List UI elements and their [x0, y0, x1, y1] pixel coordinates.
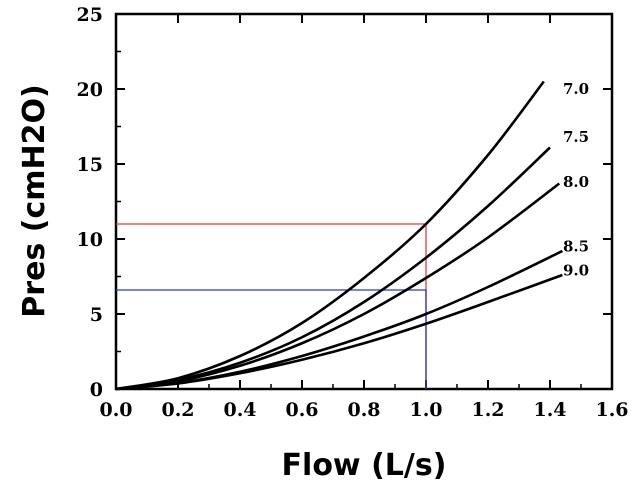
y-tick-label: 5 — [90, 304, 103, 326]
series-label: 8.0 — [563, 173, 589, 191]
reference-line — [116, 289, 427, 389]
series-label: 7.5 — [563, 128, 589, 146]
y-tick-label: 15 — [77, 154, 103, 176]
x-tick-label: 1.2 — [471, 399, 504, 421]
x-tick-label: 1.0 — [409, 399, 442, 421]
series-label: 8.5 — [563, 238, 589, 256]
series-label: 9.0 — [563, 262, 589, 280]
x-tick-label: 0.6 — [285, 399, 318, 421]
tick-labels: 0.0 0.2 0.4 0.6 0.8 1.0 1.2 1.4 1.6 0 5 10 15 20 25 — [77, 4, 629, 421]
axis-ticks — [115, 13, 613, 390]
series-line-8.5 — [115, 249, 563, 391]
y-tick-label: 10 — [77, 229, 103, 251]
series-line-8.0 — [115, 182, 561, 391]
series-line-9.0 — [115, 273, 563, 391]
x-tick-label: 0.2 — [161, 399, 194, 421]
series-label: 7.0 — [563, 80, 589, 98]
y-tick-label: 25 — [77, 4, 103, 26]
y-tick-label: 20 — [77, 79, 103, 101]
series-line-7.5 — [115, 146, 551, 391]
x-axis-title: Flow (L/s) — [282, 448, 447, 483]
series-lines — [115, 80, 563, 391]
y-tick-label: 0 — [90, 379, 103, 401]
x-tick-label: 0.8 — [347, 399, 380, 421]
y-axis-title: Pres (cmH2O) — [17, 84, 52, 317]
x-tick-label: 1.6 — [595, 399, 628, 421]
series-labels: 7.0 7.5 8.0 8.5 9.0 — [563, 80, 589, 280]
x-tick-label: 1.4 — [533, 399, 566, 421]
x-tick-label: 0.4 — [223, 399, 256, 421]
series-line-7.0 — [115, 80, 545, 391]
x-tick-label: 0.0 — [99, 399, 132, 421]
